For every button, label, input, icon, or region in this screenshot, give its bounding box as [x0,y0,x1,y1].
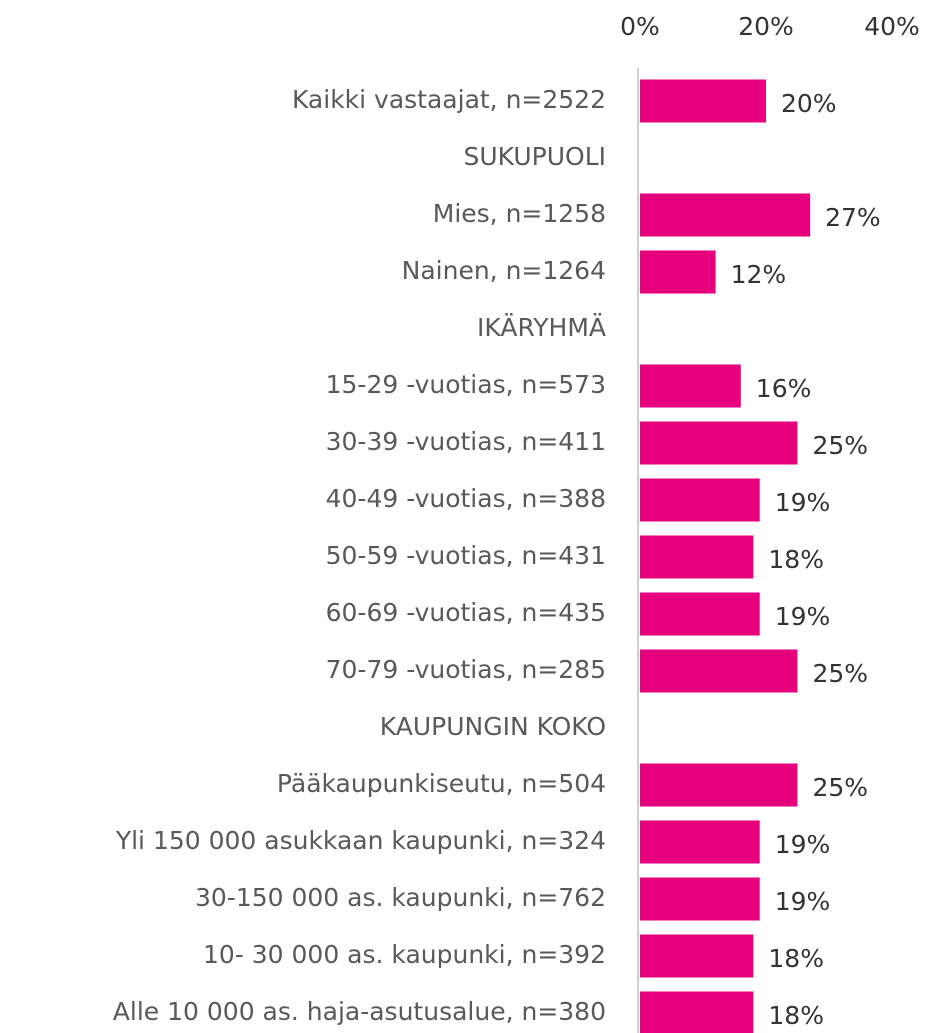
category-label: Nainen, n=1264 [402,256,606,285]
bar [640,421,798,465]
value-label: 25% [813,773,869,802]
category-label: 50-59 -vuotias, n=431 [326,541,606,570]
value-label: 19% [775,602,831,631]
bar [640,535,754,579]
value-label: 19% [775,887,831,916]
bar [640,193,811,237]
category-label: 15-29 -vuotias, n=573 [326,370,606,399]
value-label: 27% [825,203,881,232]
category-label: Alle 10 000 as. haja-asutusalue, n=380 [113,997,606,1026]
category-label: SUKUPUOLI [463,142,606,171]
x-tick-label: 40% [864,12,920,41]
category-label: Kaikki vastaajat, n=2522 [292,85,606,114]
bar [640,364,741,408]
bar [640,820,760,864]
value-label: 25% [813,431,869,460]
value-label: 25% [813,659,869,688]
category-label: 70-79 -vuotias, n=285 [326,655,606,684]
bar [640,79,766,123]
bar [640,478,760,522]
value-label: 18% [768,545,824,574]
value-label: 16% [756,374,812,403]
value-label: 20% [781,89,837,118]
category-label: 60-69 -vuotias, n=435 [326,598,606,627]
x-tick-label: 20% [738,12,794,41]
category-label: 10- 30 000 as. kaupunki, n=392 [203,940,606,969]
category-label: IKÄRYHMÄ [477,313,606,342]
x-tick-label: 0% [620,12,660,41]
bar [640,763,798,807]
bar [640,592,760,636]
category-label: Mies, n=1258 [433,199,606,228]
category-label: Yli 150 000 asukkaan kaupunki, n=324 [115,826,606,855]
category-label: Pääkaupunkiseutu, n=504 [277,769,606,798]
category-label: KAUPUNGIN KOKO [380,712,606,741]
value-label: 18% [768,944,824,973]
bar [640,991,754,1033]
category-label: 40-49 -vuotias, n=388 [326,484,606,513]
bar [640,649,798,693]
category-label: 30-150 000 as. kaupunki, n=762 [195,883,606,912]
bar [640,934,754,978]
value-label: 19% [775,488,831,517]
bar [640,877,760,921]
value-label: 18% [768,1001,824,1030]
value-label: 19% [775,830,831,859]
value-label: 12% [731,260,787,289]
bar [640,250,716,294]
category-label: 30-39 -vuotias, n=411 [326,427,606,456]
